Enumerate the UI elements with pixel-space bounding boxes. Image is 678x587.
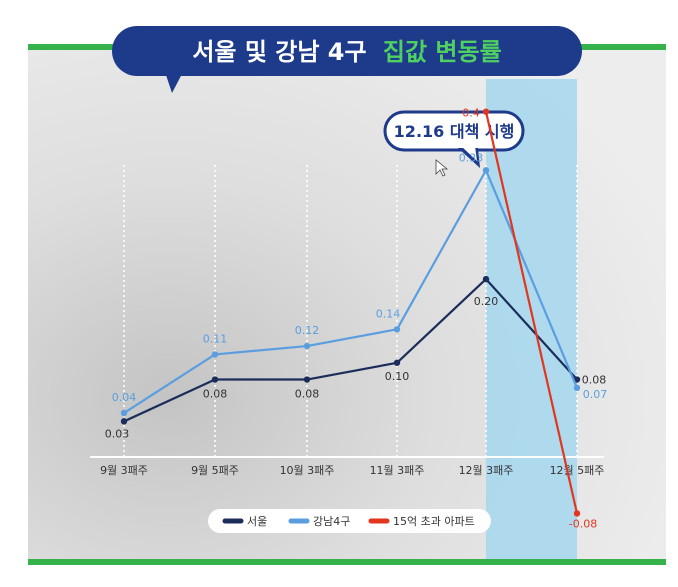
data-point bbox=[573, 384, 581, 392]
legend-label: 15억 초과 아파트 bbox=[393, 515, 475, 528]
data-point bbox=[303, 342, 311, 350]
data-point bbox=[573, 376, 581, 383]
data-point bbox=[393, 326, 401, 333]
data-label: 0.08 bbox=[582, 374, 607, 387]
data-label: 0.08 bbox=[203, 388, 228, 401]
cursor-icon bbox=[435, 159, 449, 177]
legend: 서울 강남4구 15억 초과 아파트 bbox=[208, 509, 491, 533]
svg-text:서울 및 강남 4구 집값 변동률: 서울 및 강남 4구 집값 변동률 bbox=[192, 38, 501, 66]
policy-highlight-band bbox=[486, 79, 577, 559]
data-point bbox=[211, 376, 219, 383]
series-line bbox=[484, 111, 579, 514]
bottom-accent-bar bbox=[28, 559, 666, 565]
title-part2: 집값 변동률 bbox=[383, 38, 502, 66]
data-label: 0.08 bbox=[295, 388, 320, 401]
data-point bbox=[482, 108, 490, 115]
data-label: 0.03 bbox=[105, 427, 130, 440]
x-tick-label: 9월 3패주 bbox=[100, 464, 148, 477]
data-label: 0.33 bbox=[459, 151, 484, 164]
legend-label: 서울 bbox=[247, 515, 267, 528]
data-point bbox=[393, 359, 401, 366]
data-label: 0.4 bbox=[462, 107, 480, 120]
data-label: 0.04 bbox=[112, 391, 137, 404]
data-point bbox=[573, 510, 581, 517]
data-label: 0.07 bbox=[583, 388, 608, 401]
data-label: 0.14 bbox=[376, 307, 401, 320]
x-tick-label: 10월 3패주 bbox=[280, 464, 335, 477]
data-label: 0.12 bbox=[295, 324, 320, 337]
data-point bbox=[211, 351, 219, 358]
data-label: -0.08 bbox=[569, 517, 597, 530]
data-label: 0.10 bbox=[385, 370, 410, 383]
data-point bbox=[482, 275, 490, 283]
data-label: 0.11 bbox=[203, 332, 228, 345]
annotation-text: 12.16 대책 시행 bbox=[394, 122, 515, 141]
data-point bbox=[120, 418, 128, 425]
data-label: 0.20 bbox=[474, 295, 499, 308]
data-point bbox=[303, 376, 311, 383]
x-tick-label: 11월 3패주 bbox=[370, 464, 425, 477]
data-point bbox=[482, 167, 490, 174]
title-part1: 서울 및 강남 4구 bbox=[192, 38, 366, 66]
series-line bbox=[123, 169, 579, 414]
series-line bbox=[123, 277, 578, 423]
x-tick-label: 12월 5패주 bbox=[550, 464, 605, 477]
legend-label: 강남4구 bbox=[313, 515, 350, 528]
x-tick-label: 9월 5패주 bbox=[191, 464, 239, 477]
title-banner: 서울 및 강남 4구 집값 변동률 bbox=[112, 26, 582, 93]
x-tick-label: 12월 3패주 bbox=[459, 464, 514, 477]
data-point bbox=[120, 409, 128, 417]
